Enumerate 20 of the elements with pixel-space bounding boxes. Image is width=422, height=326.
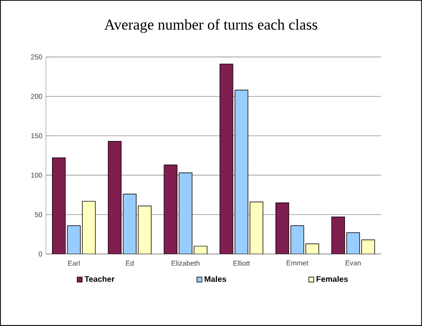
bar <box>138 206 152 254</box>
legend-label: Teacher <box>84 276 114 282</box>
bar <box>331 216 345 254</box>
bar <box>67 225 81 254</box>
bar <box>220 64 234 254</box>
legend-label: Females <box>316 276 348 282</box>
bar <box>290 225 304 254</box>
bar <box>178 172 192 254</box>
bar <box>250 202 264 254</box>
bar <box>122 194 137 254</box>
bar <box>275 202 290 254</box>
bar <box>82 200 96 254</box>
chart-title: Average number of turns each class <box>104 19 318 33</box>
bar <box>346 232 360 254</box>
bar <box>234 90 248 254</box>
bar <box>164 164 178 254</box>
bar <box>108 140 122 254</box>
bar <box>52 158 66 254</box>
legend-label: Males <box>204 276 226 282</box>
bar <box>361 240 375 254</box>
